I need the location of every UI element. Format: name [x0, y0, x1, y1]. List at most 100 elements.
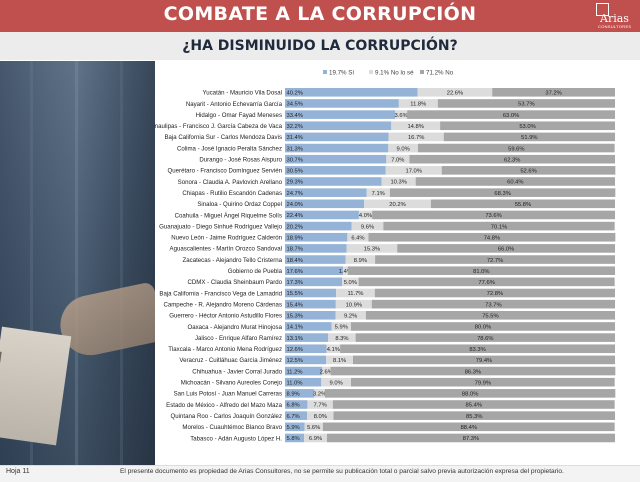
category-label: Baja California - Francisco Vega de Lama…	[159, 290, 282, 297]
bar-segment	[372, 210, 615, 220]
bar-segment	[285, 99, 399, 108]
page-title: COMBATE A LA CORRUPCIÓN	[163, 3, 477, 25]
bar-segment	[352, 355, 615, 365]
data-label: 22.6%	[447, 91, 463, 97]
bar-segment	[328, 333, 356, 342]
bar-segment	[336, 288, 375, 298]
data-label: 53.7%	[518, 102, 534, 108]
bar-segment	[285, 166, 386, 175]
bar-segment	[397, 244, 615, 253]
data-label: 9.0%	[330, 380, 343, 386]
legend-swatch	[369, 70, 373, 74]
bar-segment	[358, 210, 373, 220]
data-label: 75.5%	[482, 314, 498, 320]
bar-segment	[285, 188, 367, 197]
bar-segment	[321, 377, 351, 387]
data-label: 8.1%	[333, 358, 346, 364]
bar-segment	[381, 177, 416, 186]
bar-segment	[285, 277, 343, 287]
data-label: 7.1%	[372, 191, 385, 197]
data-label: 12.6%	[287, 347, 303, 353]
bar-segment	[430, 199, 615, 209]
bar-segment	[331, 322, 351, 331]
bar-segment	[389, 188, 616, 197]
data-label: 31.4%	[287, 135, 303, 141]
bar-segment	[492, 88, 615, 97]
category-label: Campeche - R. Alejandro Moreno Cárdenas	[163, 301, 282, 308]
legend-swatch	[323, 70, 327, 74]
bar-segment	[386, 154, 410, 164]
data-label: 10.9%	[346, 302, 362, 308]
category-label: Sinaloa - Quirino Ordaz Coppel	[197, 201, 282, 208]
data-label: 63.0%	[503, 113, 519, 119]
bar-segment	[415, 177, 615, 186]
bar-segment	[307, 400, 333, 409]
logo-subtitle: CONSULTORES	[598, 24, 632, 29]
footer-disclaimer: El presente documento es propiedad de Ar…	[120, 468, 564, 475]
bar-segment	[285, 244, 347, 253]
category-label: Zacatecas - Alejandro Tello Cristerna	[183, 257, 283, 264]
bar-segment	[351, 322, 615, 331]
data-label: 7.0%	[391, 157, 404, 163]
data-label: 3.2%	[313, 392, 326, 398]
category-label: Nuevo León - Jaime Rodríguez Calderón	[171, 235, 282, 242]
category-label: Durango - José Rosas Aispuro	[199, 157, 282, 164]
data-label: 88.0%	[462, 392, 478, 398]
arias-logo: Arias CONSULTORES	[596, 2, 632, 30]
data-label: 4.1%	[327, 347, 340, 353]
question-title: ¿HA DISMINUIDO LA CORRUPCIÓN?	[182, 38, 458, 54]
bar-segment	[407, 110, 615, 119]
data-label: 85.4%	[466, 403, 482, 409]
bar-segment	[365, 311, 615, 320]
data-label: 66.0%	[498, 247, 514, 253]
next-arrow-icon[interactable]	[612, 218, 640, 262]
data-label: 12.5%	[287, 358, 303, 364]
bar-segment	[285, 143, 389, 153]
data-label: 52.6%	[520, 169, 536, 175]
bar-segment	[285, 311, 336, 320]
data-label: 9.6%	[361, 224, 374, 230]
category-label: Veracruz - Cuitláhuac García Jiménez	[179, 357, 282, 364]
category-label: Tabasco - Adán Augusto López H.	[190, 435, 282, 442]
bar-segment	[285, 389, 315, 398]
bar-segment	[285, 88, 418, 97]
bar-segment	[383, 221, 615, 231]
data-label: 6.7%	[287, 414, 300, 420]
bar-segment	[332, 400, 615, 409]
category-label: CDMX - Claudia Sheinbaum Pardo	[188, 279, 283, 286]
data-label: 20.2%	[287, 224, 303, 230]
data-label: 4.0%	[359, 213, 372, 219]
data-label: 62.3%	[504, 157, 520, 163]
data-label: 11.2%	[287, 369, 303, 375]
data-label: 87.3%	[463, 436, 479, 442]
bar-segment	[388, 132, 444, 142]
data-label: 29.3%	[287, 180, 303, 186]
data-label: 5.6%	[307, 425, 320, 431]
bar-segment	[340, 344, 615, 354]
category-label: Colima - José Ignacio Peralta Sánchez	[177, 145, 282, 152]
data-label: 6.8%	[287, 403, 300, 409]
data-label: 15.3%	[287, 314, 303, 320]
data-label: 11.7%	[347, 291, 363, 297]
bar-segment	[388, 143, 418, 153]
category-label: Chihuahua - Javier Corral Jurado	[192, 368, 282, 375]
bar-segment	[285, 255, 346, 264]
data-label: 7.7%	[314, 403, 327, 409]
bar-segment	[285, 355, 327, 365]
bar-segment	[285, 210, 359, 220]
data-label: 15.4%	[287, 302, 303, 308]
data-label: 17.0%	[405, 169, 421, 175]
data-label: 16.7%	[408, 135, 424, 141]
data-label: 60.4%	[507, 180, 523, 186]
data-label: 30.7%	[287, 157, 303, 163]
category-label: Baja California Sur - Carlos Mendoza Dav…	[164, 134, 282, 141]
data-label: 6.9%	[309, 436, 322, 442]
data-label: 74.8%	[484, 235, 500, 241]
bar-segment	[314, 389, 325, 398]
data-label: 79.4%	[476, 358, 492, 364]
legend-entry: 19.7% Sí	[329, 70, 354, 77]
bar-segment	[374, 288, 615, 298]
data-label: 53.0%	[519, 124, 535, 130]
bar-segment	[285, 322, 332, 331]
bar-segment	[285, 177, 382, 186]
